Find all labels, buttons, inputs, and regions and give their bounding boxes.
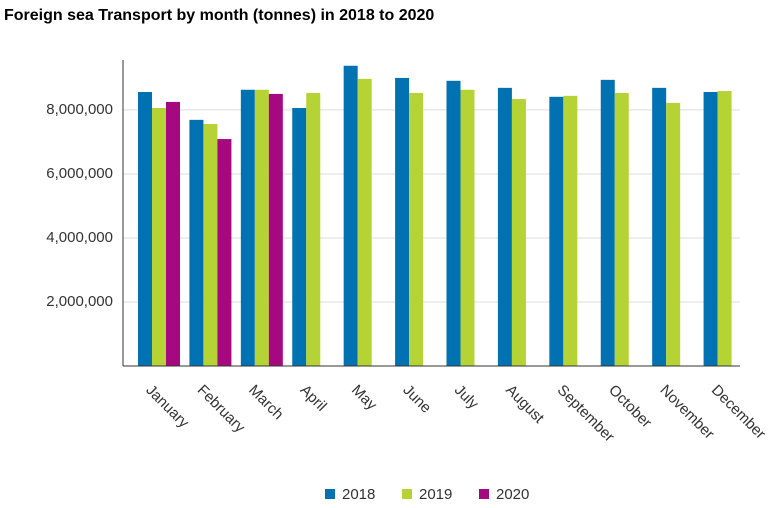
bar bbox=[409, 92, 424, 366]
bar bbox=[138, 92, 152, 367]
x-tick-label: March bbox=[245, 382, 286, 423]
legend-label: 2019 bbox=[419, 486, 452, 503]
x-tick-label: July bbox=[451, 382, 482, 413]
chart-title: Foreign sea Transport by month (tonnes) … bbox=[4, 7, 434, 24]
y-tick-label: 2,000,000 bbox=[46, 293, 113, 310]
y-tick-label: 8,000,000 bbox=[46, 101, 113, 118]
bar bbox=[395, 77, 410, 366]
bar bbox=[203, 124, 218, 366]
x-tick-label: October bbox=[605, 382, 655, 432]
legend-swatch bbox=[402, 489, 412, 499]
bar bbox=[343, 65, 358, 366]
bar bbox=[268, 93, 283, 367]
x-tick-label: August bbox=[502, 382, 548, 428]
x-tick-label: May bbox=[348, 382, 380, 414]
x-tick-label: December bbox=[708, 382, 769, 443]
bar bbox=[254, 89, 269, 366]
bar bbox=[497, 87, 512, 366]
x-tick-label: June bbox=[399, 382, 434, 417]
bar bbox=[511, 99, 526, 367]
bar bbox=[189, 119, 204, 366]
bar bbox=[703, 92, 718, 367]
legend-swatch bbox=[479, 489, 489, 499]
x-tick-label: February bbox=[194, 382, 249, 437]
bar bbox=[446, 80, 461, 366]
bar bbox=[152, 108, 166, 367]
x-tick-label: April bbox=[297, 382, 330, 415]
bar bbox=[666, 102, 681, 367]
bar bbox=[357, 78, 372, 366]
bar bbox=[306, 92, 321, 366]
bar bbox=[717, 91, 732, 366]
legend-swatch bbox=[325, 489, 335, 499]
x-tick-label: January bbox=[142, 382, 192, 432]
bar bbox=[652, 87, 667, 366]
bar bbox=[600, 79, 615, 367]
bar bbox=[460, 89, 475, 366]
bar bbox=[549, 96, 564, 366]
bar bbox=[292, 108, 307, 367]
bar bbox=[217, 139, 232, 366]
bar bbox=[166, 101, 180, 366]
bar bbox=[614, 92, 629, 366]
bar bbox=[240, 89, 255, 366]
y-tick-label: 6,000,000 bbox=[46, 165, 113, 182]
x-tick-label: November bbox=[657, 382, 718, 443]
legend-label: 2020 bbox=[496, 486, 529, 503]
y-tick-label: 4,000,000 bbox=[46, 229, 113, 246]
legend-label: 2018 bbox=[342, 486, 375, 503]
bar bbox=[563, 95, 578, 367]
